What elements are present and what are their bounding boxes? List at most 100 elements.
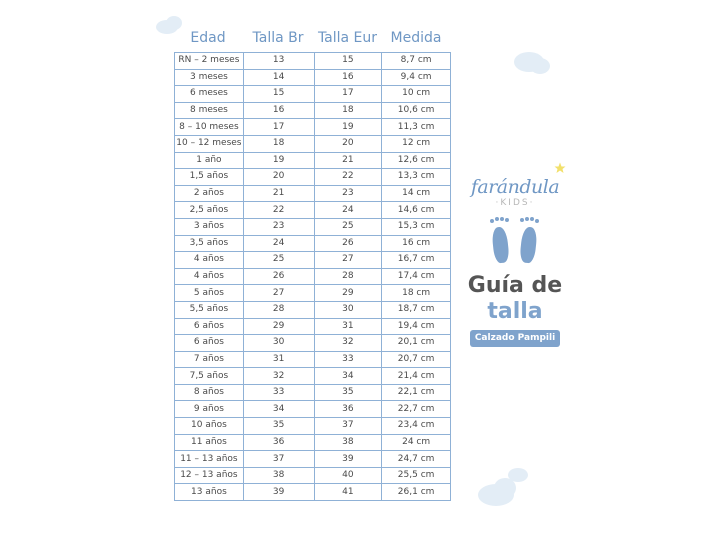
cell-medida: 20,1 cm <box>381 334 451 352</box>
cell-talla-eur: 34 <box>313 367 383 385</box>
table-row: 5,5 años 28 30 18,7 cm <box>174 300 451 319</box>
cell-edad: 10 años <box>174 417 244 435</box>
cell-edad: 8 meses <box>174 101 244 120</box>
cell-medida: 18,7 cm <box>381 300 451 319</box>
cell-medida: 23,4 cm <box>381 417 451 435</box>
cell-medida: 16,7 cm <box>381 251 451 269</box>
cell-medida: 11,3 cm <box>381 118 451 136</box>
cell-edad: 6 años <box>174 334 244 352</box>
cell-medida: 21,4 cm <box>381 367 451 385</box>
cell-medida: 12,6 cm <box>381 151 451 170</box>
cell-medida: 19,4 cm <box>381 317 451 336</box>
cell-talla-eur: 17 <box>313 85 383 103</box>
cell-edad: 9 años <box>174 400 244 419</box>
header-talla-eur: Talla Eur <box>317 30 378 46</box>
cell-edad: 8 – 10 meses <box>174 118 244 136</box>
table-row: 8 meses 16 18 10,6 cm <box>174 101 451 120</box>
cell-edad: 13 años <box>174 483 244 502</box>
cell-medida: 15,3 cm <box>381 217 451 236</box>
cell-talla-br: 15 <box>242 85 315 103</box>
table-row: 4 años 26 28 17,4 cm <box>174 267 451 286</box>
cell-talla-eur: 35 <box>313 383 383 402</box>
cell-talla-eur: 30 <box>313 300 383 319</box>
cell-medida: 24,7 cm <box>381 450 451 468</box>
cell-edad: 3 años <box>174 217 244 236</box>
table-row: 2,5 años 22 24 14,6 cm <box>174 201 451 219</box>
cell-medida: 16 cm <box>381 234 451 253</box>
table-headers: Edad Talla Br Talla Eur Medida <box>174 30 451 46</box>
cell-medida: 8,7 cm <box>381 52 451 70</box>
cell-talla-br: 18 <box>242 134 315 153</box>
cell-talla-eur: 24 <box>313 201 383 219</box>
cell-edad: 2 años <box>174 184 244 203</box>
cell-talla-br: 16 <box>242 101 315 120</box>
brand-logo-sub: ·KIDS· <box>495 198 535 208</box>
cell-edad: 3 meses <box>174 68 244 87</box>
cell-talla-eur: 15 <box>313 52 383 70</box>
cell-talla-eur: 32 <box>313 334 383 352</box>
table-row: 6 meses 15 17 10 cm <box>174 85 451 103</box>
cell-talla-br: 21 <box>242 184 315 203</box>
table-row: 6 años 30 32 20,1 cm <box>174 334 451 352</box>
cell-talla-br: 37 <box>242 450 315 468</box>
cell-medida: 25,5 cm <box>381 466 451 485</box>
cell-medida: 9,4 cm <box>381 68 451 87</box>
brand-logo: farándula <box>470 176 560 198</box>
cell-talla-br: 28 <box>242 300 315 319</box>
table-row: 3 años 23 25 15,3 cm <box>174 217 451 236</box>
cell-talla-br: 26 <box>242 267 315 286</box>
cell-edad: 8 años <box>174 383 244 402</box>
star-icon <box>554 162 566 173</box>
cell-edad: 4 años <box>174 267 244 286</box>
table-row: 13 años 39 41 26,1 cm <box>174 483 451 502</box>
cell-talla-br: 24 <box>242 234 315 253</box>
brand-panel: farándula ·KIDS· Guía de talla Calzado P… <box>460 162 570 347</box>
cell-talla-eur: 26 <box>313 234 383 253</box>
table-row: 11 años 36 38 24 cm <box>174 433 451 452</box>
cloud-icon <box>530 58 550 74</box>
cell-talla-br: 14 <box>242 68 315 87</box>
cell-talla-eur: 37 <box>313 417 383 435</box>
cell-talla-br: 30 <box>242 334 315 352</box>
cell-talla-eur: 16 <box>313 68 383 87</box>
table-row: 5 años 27 29 18 cm <box>174 284 451 302</box>
cell-talla-eur: 29 <box>313 284 383 302</box>
table-row: 10 años 35 37 23,4 cm <box>174 417 451 435</box>
guide-title-line2: talla <box>487 299 543 324</box>
cell-talla-eur: 23 <box>313 184 383 203</box>
table-row: 7 años 31 33 20,7 cm <box>174 350 451 369</box>
table-row: 1 año 19 21 12,6 cm <box>174 151 451 170</box>
cell-medida: 24 cm <box>381 433 451 452</box>
cell-talla-eur: 31 <box>313 317 383 336</box>
cell-edad: 12 – 13 años <box>174 466 244 485</box>
header-edad: Edad <box>190 30 226 46</box>
cell-talla-br: 34 <box>242 400 315 419</box>
cell-edad: RN – 2 meses <box>174 52 244 70</box>
table-row: 4 años 25 27 16,7 cm <box>174 251 451 269</box>
cell-edad: 3,5 años <box>174 234 244 253</box>
cell-talla-eur: 40 <box>313 466 383 485</box>
cell-talla-eur: 36 <box>313 400 383 419</box>
cell-talla-br: 32 <box>242 367 315 385</box>
cell-talla-br: 29 <box>242 317 315 336</box>
cell-medida: 10,6 cm <box>381 101 451 120</box>
cell-edad: 6 años <box>174 317 244 336</box>
cell-talla-eur: 22 <box>313 168 383 186</box>
cell-edad: 6 meses <box>174 85 244 103</box>
cloud-icon <box>166 16 182 30</box>
cell-edad: 1 año <box>174 151 244 170</box>
cell-medida: 17,4 cm <box>381 267 451 286</box>
header-talla-br: Talla Br <box>252 30 304 46</box>
cell-edad: 1,5 años <box>174 168 244 186</box>
table-row: 3,5 años 24 26 16 cm <box>174 234 451 253</box>
table-row: 9 años 34 36 22,7 cm <box>174 400 451 419</box>
table-row: 2 años 21 23 14 cm <box>174 184 451 203</box>
cell-medida: 12 cm <box>381 134 451 153</box>
cell-talla-br: 13 <box>242 52 315 70</box>
footprints-icon <box>485 217 545 267</box>
cell-medida: 18 cm <box>381 284 451 302</box>
cell-talla-eur: 33 <box>313 350 383 369</box>
cell-edad: 5 años <box>174 284 244 302</box>
cell-medida: 26,1 cm <box>381 483 451 502</box>
cell-talla-br: 35 <box>242 417 315 435</box>
